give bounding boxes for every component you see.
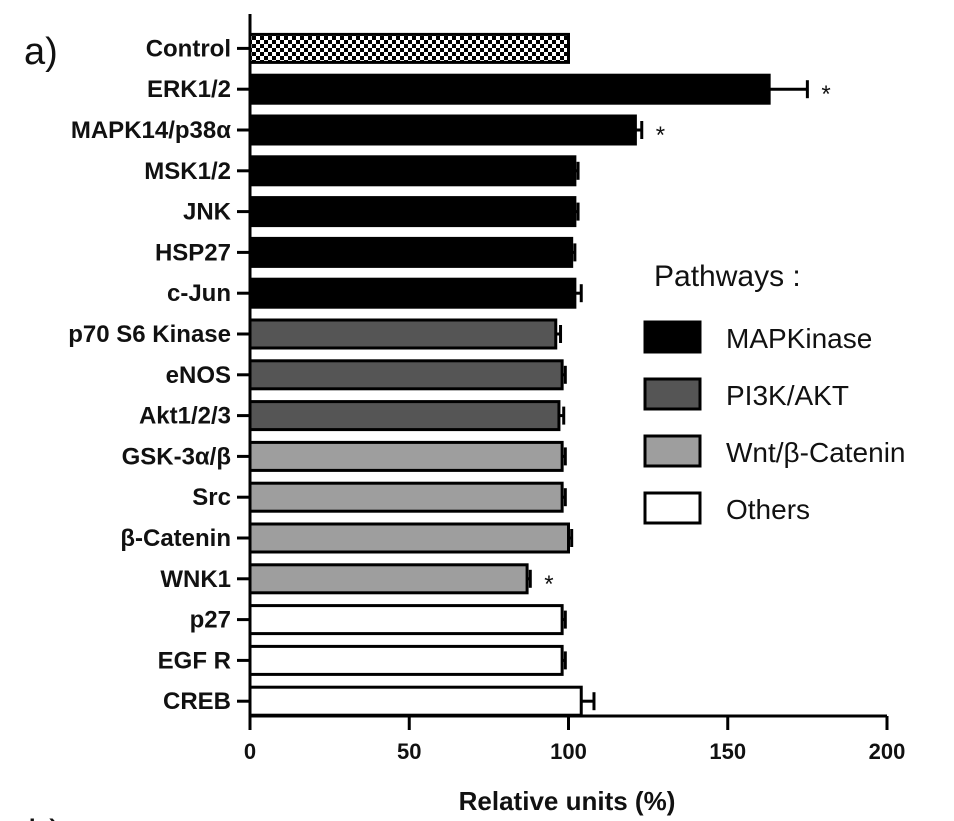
panel-label-b: b) [28, 813, 62, 821]
significance-erk1-2: * [821, 81, 830, 108]
category-label-hsp27: HSP27 [155, 239, 231, 266]
bar-creb [248, 685, 583, 717]
category-label-egf-r: EGF R [158, 647, 231, 674]
x-tick-label-100: 100 [550, 739, 587, 764]
bar-src [248, 481, 564, 513]
x-tick-label-0: 0 [244, 739, 256, 764]
legend-swatch-wnt-catenin [643, 434, 702, 468]
legend-swatch-pi3k-akt [643, 377, 702, 411]
bar-erk1-2 [248, 73, 771, 105]
bar-wnk1 [248, 563, 529, 595]
category-label-enos: eNOS [166, 362, 231, 389]
legend-swatch-others [643, 491, 702, 525]
bar-mapk14-p38 [248, 114, 637, 146]
bar-p27 [248, 604, 564, 636]
category-label-catenin: β-Catenin [120, 525, 231, 552]
x-tick-label-200: 200 [869, 739, 906, 764]
bar-gsk-3 [248, 440, 564, 472]
x-axis-ticks: 0 50 100 150 200 [244, 716, 905, 764]
legend-label-mapkinase: MAPKinase [726, 323, 872, 354]
category-label-creb: CREB [163, 688, 231, 715]
x-tick-label-150: 150 [709, 739, 746, 764]
bar-catenin [248, 522, 570, 554]
category-label-akt1-2-3: Akt1/2/3 [139, 403, 231, 430]
category-label-src: Src [192, 484, 231, 511]
category-label-gsk-3: GSK-3α/β [122, 443, 231, 470]
category-label-p70-s6-kinase: p70 S6 Kinase [68, 321, 231, 348]
significance-mapk14-p38: * [656, 122, 665, 149]
significance-wnk1: * [544, 571, 553, 598]
category-label-p27: p27 [190, 607, 231, 634]
bar-p70-s6-kinase [248, 318, 558, 350]
bar-enos [248, 359, 564, 391]
bar-control [248, 32, 570, 64]
bar-egf-r [248, 644, 564, 676]
panel-label-a: a) [24, 31, 58, 73]
x-axis-title: Relative units (%) [459, 786, 676, 816]
category-label-erk1-2: ERK1/2 [147, 76, 231, 103]
category-label-c-jun: c-Jun [167, 280, 231, 307]
bar-msk1-2 [248, 155, 577, 187]
legend-label-wnt-catenin: Wnt/β-Catenin [726, 437, 906, 468]
category-label-wnk1: WNK1 [160, 566, 231, 593]
legend-label-others: Others [726, 494, 810, 525]
bars-layer: * * * [248, 32, 831, 717]
legend-label-pi3k-akt: PI3K/AKT [726, 380, 849, 411]
category-label-mapk14-p38: MAPK14/p38α [71, 117, 231, 144]
legend-swatch-mapkinase [643, 320, 702, 354]
legend-title: Pathways : [654, 260, 801, 293]
category-labels: Control ERK1/2 MAPK14/p38α MSK1/2 JNK HSP27 c-… [68, 35, 250, 715]
bar-akt1-2-3 [248, 400, 561, 432]
legend-entries: MAPKinase PI3K/AKT Wnt/β-Catenin Others [643, 320, 906, 525]
category-label-control: Control [146, 35, 231, 62]
bar-hsp27 [248, 236, 574, 268]
x-tick-label-50: 50 [397, 739, 421, 764]
category-label-msk1-2: MSK1/2 [144, 158, 231, 185]
legend: Pathways : MAPKinase PI3K/AKT Wnt/β-Cateni… [643, 260, 906, 525]
bar-jnk [248, 196, 577, 228]
category-label-jnk: JNK [183, 199, 232, 226]
bar-c-jun [248, 277, 577, 309]
